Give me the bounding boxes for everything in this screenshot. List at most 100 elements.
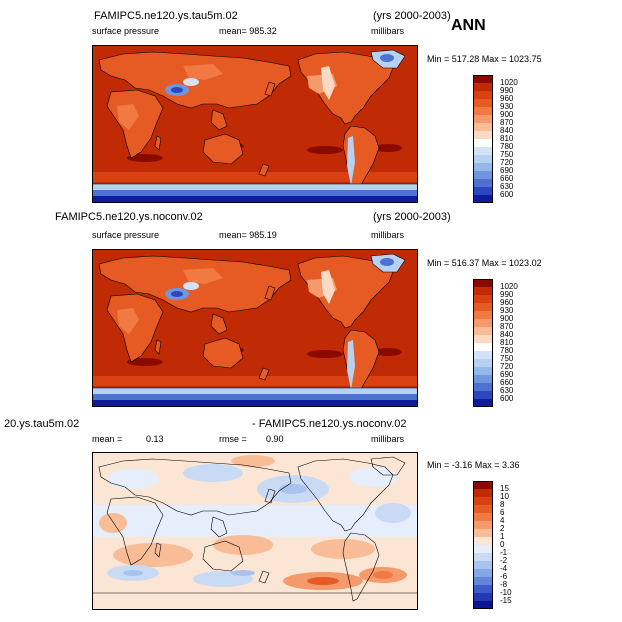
colorbar-tick-label: 690 [500,166,514,175]
colorbar-swatch [473,155,493,163]
colorbar-swatch [473,99,493,107]
colorbar-tick-label: 810 [500,338,514,347]
colorbar-swatch [473,75,493,83]
colorbar-swatch [473,83,493,91]
difference-field [93,453,417,609]
colorbar-swatch [473,115,493,123]
colorbar-swatch [473,163,493,171]
colorbar-tick-label: 600 [500,394,514,403]
coastline-nz [258,570,270,584]
colorbar-swatch [473,585,493,593]
colorbar-tick-label: 660 [500,378,514,387]
colorbar-tick-label: -2 [500,556,508,565]
colorbar-tick-label: -1 [500,548,508,557]
panel2-variable: surface pressure [92,230,160,240]
panel3-minmax: Min = -3.16 Max = 3.36 [427,460,520,470]
coastline-africa [106,496,164,566]
colorbar-swatch [473,383,493,391]
colorbar-tick-label: 780 [500,346,514,355]
colorbar-tick-label: 0 [500,540,505,549]
colorbar-swatch [473,335,493,343]
colorbar-swatch [473,91,493,99]
colorbar-swatch [473,351,493,359]
colorbar-swatch [473,537,493,545]
surface-pressure-field [93,46,417,202]
colorbar-swatch [473,505,493,513]
coastline-seAsia [210,516,228,538]
colorbar-swatch [473,195,493,203]
colorbar-swatch [473,577,493,585]
colorbar-tick-label: 780 [500,142,514,151]
coastline-japan [264,488,276,504]
colorbar-tick-label: 1020 [500,282,518,291]
colorbar-swatch [473,601,493,609]
panel1-minmax: Min = 517.28 Max = 1023.75 [427,54,542,64]
colorbar-swatch [473,295,493,303]
colorbar-tick-label: 990 [500,290,514,299]
colorbar-tick-label: 930 [500,102,514,111]
colorbar-swatch [473,391,493,399]
colorbar-tick-label: -10 [500,588,512,597]
colorbar-tick-label: 4 [500,516,505,525]
colorbar-tick-label: 870 [500,322,514,331]
colorbar-swatch [473,303,493,311]
coastline-northAmerica [297,458,394,532]
panel3-units: millibars [371,434,405,444]
colorbar-swatch [473,187,493,195]
colorbar-tick-label: 960 [500,298,514,307]
colorbar-swatch [473,147,493,155]
colorbar-swatch [473,139,493,147]
colorbar-tick-label: 810 [500,134,514,143]
colorbar-swatch [473,343,493,351]
land-australia [202,337,244,369]
panel3-case-left: 20.ys.tau5m.02 [4,418,80,430]
colorbar-swatch [473,375,493,383]
panel1-colorbar: 1020 990 960 930 900 870 840 810 780 750 720 690 660… [473,75,518,203]
colorbar-swatch [473,489,493,497]
surface-pressure-field [93,250,417,406]
colorbar-swatch [473,359,493,367]
colorbar-tick-label: -15 [500,596,512,605]
panel3-mean-value: 0.13 [146,434,164,444]
coastline-madagascar [154,542,162,558]
colorbar-swatch [473,279,493,287]
panel2-minmax: Min = 516.37 Max = 1023.02 [427,258,542,268]
colorbar-swatch [473,513,493,521]
land-nz [258,163,270,177]
panel2-years: (yrs 2000-2003) [373,211,451,223]
land-japan [264,285,276,301]
colorbar-tick-label: 690 [500,370,514,379]
colorbar-swatch [473,107,493,115]
colorbar-tick-label: 600 [500,190,514,199]
colorbar-swatch [473,367,493,375]
colorbar-frame [473,279,493,407]
coastline-southAmerica [342,532,380,602]
panel3-rmse-value: 0.90 [266,434,284,444]
colorbar-tick-label: 15 [500,484,509,493]
colorbar-swatch [473,553,493,561]
panel1-map [92,45,418,203]
colorbar-swatch [473,561,493,569]
panel1-years: (yrs 2000-2003) [373,10,451,22]
colorbar-swatch [473,569,493,577]
colorbar-swatch [473,481,493,489]
panel2-mean: mean= 985.19 [219,230,277,240]
land-seAsia [210,313,228,335]
panel1-mean: mean= 985.32 [219,26,277,36]
panel1-units: millibars [371,26,405,36]
colorbar-tick-label: 750 [500,150,514,159]
colorbar-tick-label: 1 [500,532,505,541]
coastline-greenland [370,456,406,476]
land-japan [264,81,276,97]
colorbar-swatch [473,521,493,529]
colorbar-frame [473,75,493,203]
colorbar-tick-label: 960 [500,94,514,103]
season-label: ANN [451,17,486,34]
panel2-case-title: FAMIPC5.ne120.ys.noconv.02 [55,211,203,223]
land-seAsia [210,109,228,131]
colorbar-tick-label: 840 [500,330,514,339]
land-australia [202,133,244,165]
land-madagascar [154,135,162,151]
panel3-rmse-label: rmse = [219,434,247,444]
colorbar-swatch [473,179,493,187]
